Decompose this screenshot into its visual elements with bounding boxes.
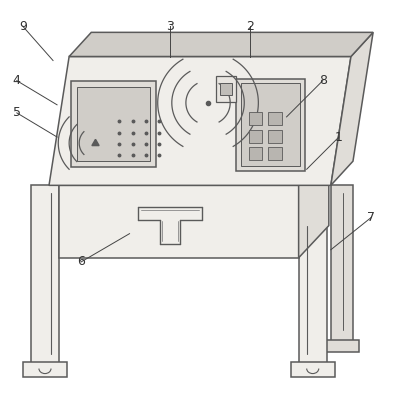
Polygon shape xyxy=(331,32,373,185)
Polygon shape xyxy=(49,57,351,185)
Polygon shape xyxy=(331,185,353,347)
Text: 3: 3 xyxy=(166,20,174,33)
Polygon shape xyxy=(249,130,262,142)
Polygon shape xyxy=(290,362,335,377)
Polygon shape xyxy=(216,76,236,102)
Text: 8: 8 xyxy=(319,74,327,87)
Polygon shape xyxy=(220,83,232,95)
Polygon shape xyxy=(236,79,305,171)
Polygon shape xyxy=(59,153,329,185)
Polygon shape xyxy=(31,185,59,370)
Text: 7: 7 xyxy=(367,211,375,224)
Text: 9: 9 xyxy=(19,20,27,33)
Polygon shape xyxy=(71,81,156,167)
Polygon shape xyxy=(23,362,67,377)
Text: 1: 1 xyxy=(335,131,343,144)
Text: 4: 4 xyxy=(13,74,21,87)
Polygon shape xyxy=(299,153,329,258)
Polygon shape xyxy=(77,87,149,161)
Polygon shape xyxy=(249,112,262,125)
Polygon shape xyxy=(325,340,359,352)
Polygon shape xyxy=(299,217,327,370)
Polygon shape xyxy=(268,147,282,160)
Polygon shape xyxy=(241,83,300,166)
Polygon shape xyxy=(59,185,299,258)
Polygon shape xyxy=(249,147,262,160)
Text: 6: 6 xyxy=(77,255,85,268)
Polygon shape xyxy=(268,112,282,125)
Polygon shape xyxy=(268,130,282,142)
Text: 2: 2 xyxy=(246,20,254,33)
Text: 5: 5 xyxy=(13,106,21,119)
Polygon shape xyxy=(69,32,373,57)
